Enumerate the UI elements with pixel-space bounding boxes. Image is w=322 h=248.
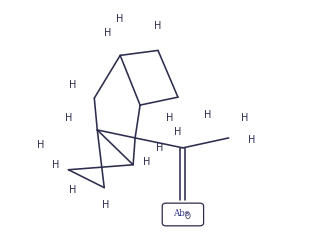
Text: H: H: [69, 80, 76, 90]
Text: H: H: [241, 113, 248, 123]
Text: H: H: [117, 14, 124, 24]
Text: H: H: [52, 160, 59, 170]
Text: H: H: [69, 185, 76, 195]
Text: H: H: [166, 113, 174, 123]
Text: O: O: [184, 212, 190, 221]
Text: H: H: [104, 28, 111, 37]
Text: H: H: [174, 127, 182, 137]
Text: H: H: [37, 140, 44, 150]
Text: Abs: Abs: [173, 209, 189, 218]
Text: H: H: [154, 21, 162, 31]
Text: H: H: [143, 157, 151, 167]
Text: H: H: [101, 200, 109, 210]
Text: H: H: [248, 135, 255, 145]
Text: H: H: [65, 113, 72, 123]
Text: H: H: [156, 143, 164, 153]
Text: H: H: [204, 110, 212, 120]
FancyBboxPatch shape: [162, 203, 204, 226]
